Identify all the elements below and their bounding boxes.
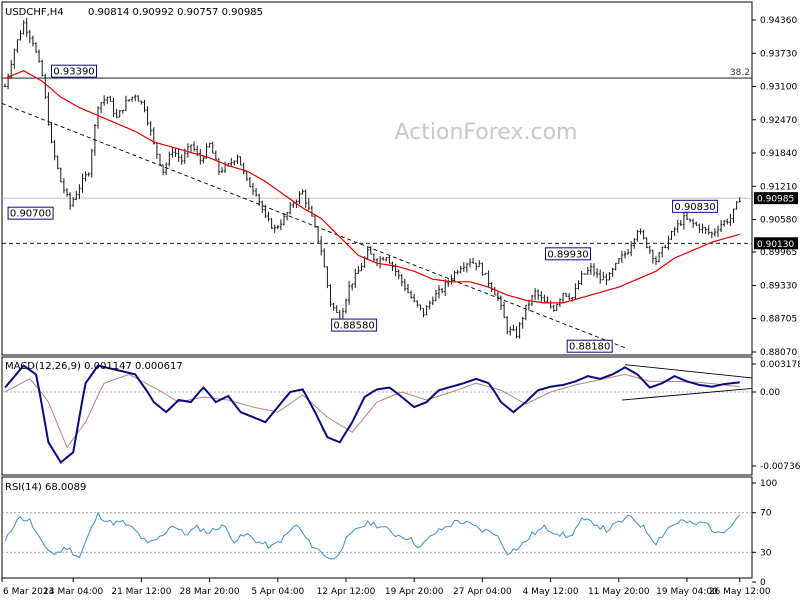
price-annotation-label: 0.90830 [674, 202, 715, 213]
price-y-tick-label: 0.88070 [760, 348, 797, 358]
macd-y-tick-label: 0.00 [760, 388, 780, 398]
macd-signal-line [4, 373, 740, 449]
x-tick-label: 26 May 12:00 [709, 587, 771, 597]
price-annotation-box [545, 247, 591, 261]
macd-title: MACD(12,26,9) 0.001147 0.000617 [5, 361, 183, 372]
price-annotation-box [7, 206, 54, 220]
x-tick-label: 27 Apr 04:00 [453, 587, 512, 597]
price-annotation-box [672, 199, 719, 213]
x-tick-label: 28 Mar 20:00 [180, 587, 240, 597]
price-y-tick-label: 0.93100 [760, 83, 797, 93]
price-annotation-label: 0.88180 [569, 342, 610, 353]
price-annotation-label: 0.90700 [10, 209, 51, 220]
price-ohlc: 0.90814 0.90992 0.90757 0.90985 [88, 7, 263, 18]
price-y-tick-label: 0.88705 [760, 314, 797, 324]
rsi-title: RSI(14) 68.0089 [5, 482, 86, 493]
price-y-tick-label: 0.89965 [760, 248, 797, 258]
x-tick-label: 14 Mar 04:00 [43, 587, 103, 597]
macd-upper-trendline [624, 364, 753, 379]
rsi-y-tick-label: 70 [760, 509, 772, 519]
price-annotation-label: 0.88580 [333, 321, 374, 332]
current-price-tag [754, 192, 798, 205]
moving-average-line [4, 70, 740, 304]
price-y-tick-label: 0.92470 [760, 116, 797, 126]
rsi-y-tick-label: 30 [760, 548, 772, 558]
price-y-tick-label: 0.93730 [760, 49, 797, 59]
price-annotation-box [51, 64, 97, 78]
macd-frame [1, 356, 753, 476]
current-price-tag-label: 0.90985 [757, 195, 794, 205]
x-tick-label: 19 May 04:00 [656, 587, 718, 597]
watermark: ActionForex.com [395, 120, 578, 145]
price-annotation-label: 0.89930 [547, 249, 588, 260]
rsi-frame [1, 476, 753, 579]
x-tick-label: 21 Mar 12:00 [111, 587, 171, 597]
x-tick-label: 19 Apr 20:00 [385, 587, 444, 597]
price-y-tick-label: 0.90580 [760, 216, 797, 226]
rsi-y-tick-label: 100 [760, 479, 777, 489]
rsi-y-tick-label: 0 [760, 578, 766, 588]
x-tick-label: 4 May 12:00 [523, 587, 579, 597]
macd-line [4, 364, 740, 464]
x-tick-label: 12 Apr 12:00 [317, 587, 376, 597]
fib-level-label: 38.2 [730, 68, 750, 78]
macd-y-tick-label: 0.003178 [760, 360, 800, 370]
price-y-tick-label: 0.89330 [760, 281, 797, 291]
price-y-tick-label: 0.91210 [760, 182, 797, 192]
panel-frames [1, 1, 753, 579]
x-tick-label: 11 May 20:00 [588, 587, 650, 597]
price-annotation-box [566, 339, 613, 353]
price-annotation-box [331, 318, 378, 332]
rsi-line [4, 511, 741, 560]
price-title: USDCHF,H4 [5, 7, 64, 18]
rsi-panel: 100 70 30 0 [2, 479, 777, 588]
support-level-tag-label: 0.90130 [757, 240, 794, 250]
price-annotation-label: 0.93390 [53, 67, 94, 78]
x-tick-label: 6 Mar 2023 [3, 587, 54, 597]
macd-lower-trendline [621, 388, 753, 401]
x-tick-label: 5 Apr 04:00 [251, 587, 304, 597]
support-level-tag [754, 237, 798, 250]
watermark-text: ActionForex.com [395, 120, 578, 145]
price-panel: 0.94360 0.93730 0.93100 0.92470 0.91840 0.912… [1, 16, 798, 358]
price-y-tick-label: 0.91840 [760, 149, 797, 159]
price-y-tick-label: 0.94360 [760, 16, 797, 26]
price-frame [1, 1, 753, 356]
